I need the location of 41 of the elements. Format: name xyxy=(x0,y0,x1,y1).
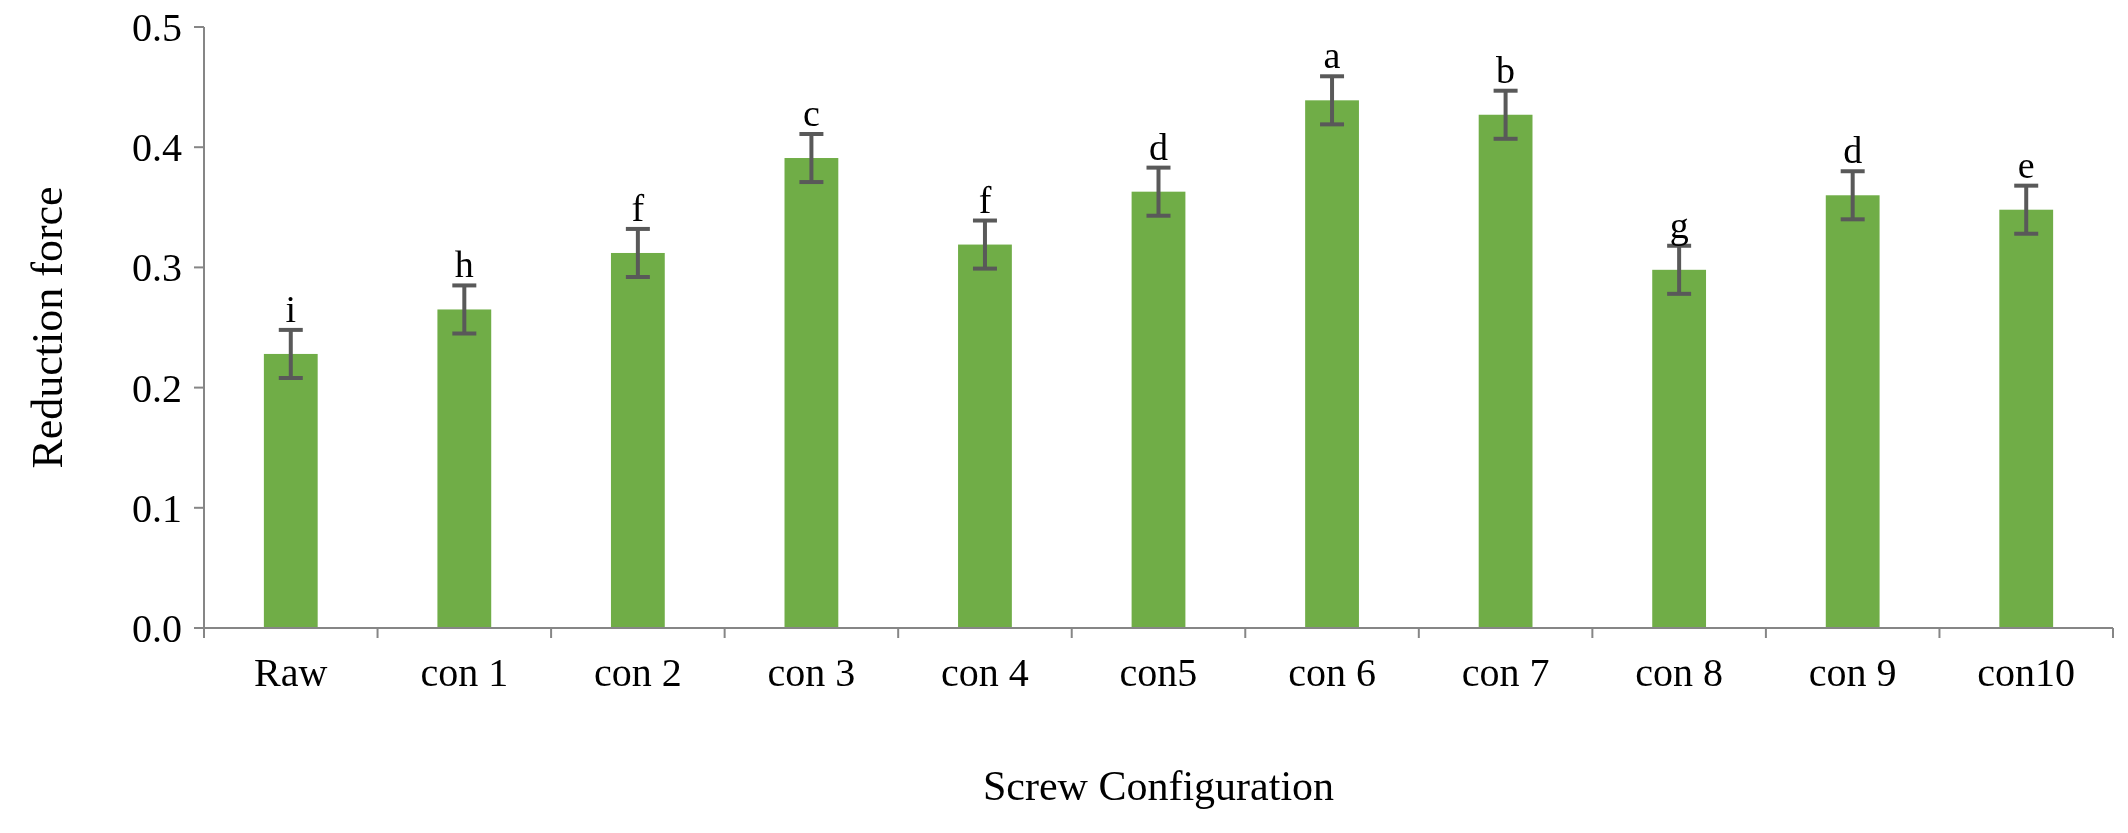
bar xyxy=(1305,100,1359,628)
bar xyxy=(1131,191,1186,628)
bar xyxy=(1652,269,1707,628)
y-tick-label: 0.4 xyxy=(132,125,182,171)
annotation: d xyxy=(1843,129,1863,172)
x-tick-label: con 4 xyxy=(941,650,1029,695)
x-tick-label: con5 xyxy=(1119,650,1198,695)
x-tick-label: con 6 xyxy=(1288,650,1376,695)
y-tick-label: 0.5 xyxy=(132,5,182,50)
x-tick-label: con 2 xyxy=(593,650,682,695)
annotation: c xyxy=(802,91,820,134)
x-tick-label: con 1 xyxy=(420,650,509,695)
bar xyxy=(437,309,492,628)
x-axis-title: Screw Configuration xyxy=(982,763,1335,809)
x-tick-label: con 7 xyxy=(1461,650,1550,695)
y-tick-label: 0.1 xyxy=(132,485,182,531)
annotation: g xyxy=(1669,203,1689,246)
y-tick-label: 0.2 xyxy=(132,365,182,411)
annotation: h xyxy=(454,243,474,286)
annotation: e xyxy=(2017,143,2035,186)
bar xyxy=(958,244,1012,628)
bar xyxy=(1999,209,2054,628)
bar xyxy=(1478,114,1533,628)
bar xyxy=(263,353,318,628)
x-tick-label: con 9 xyxy=(1808,650,1897,695)
annotation: d xyxy=(1149,125,1168,168)
x-tick-label: con 8 xyxy=(1635,650,1724,695)
annotation: i xyxy=(285,287,297,330)
y-tick-label: 0.0 xyxy=(132,606,182,651)
annotation: a xyxy=(1323,34,1341,77)
annotation: b xyxy=(1496,48,1516,91)
bar xyxy=(784,158,839,628)
y-tick-label: 0.3 xyxy=(132,245,182,291)
x-tick-label: con10 xyxy=(1977,650,2076,695)
annotation: f xyxy=(978,178,992,221)
annotation: f xyxy=(631,186,645,229)
bar xyxy=(610,252,665,628)
y-axis-title: Reduction force xyxy=(23,186,72,469)
bar xyxy=(1825,195,1880,628)
x-tick-label: Raw xyxy=(254,650,328,695)
x-tick-label: con 3 xyxy=(767,650,856,695)
